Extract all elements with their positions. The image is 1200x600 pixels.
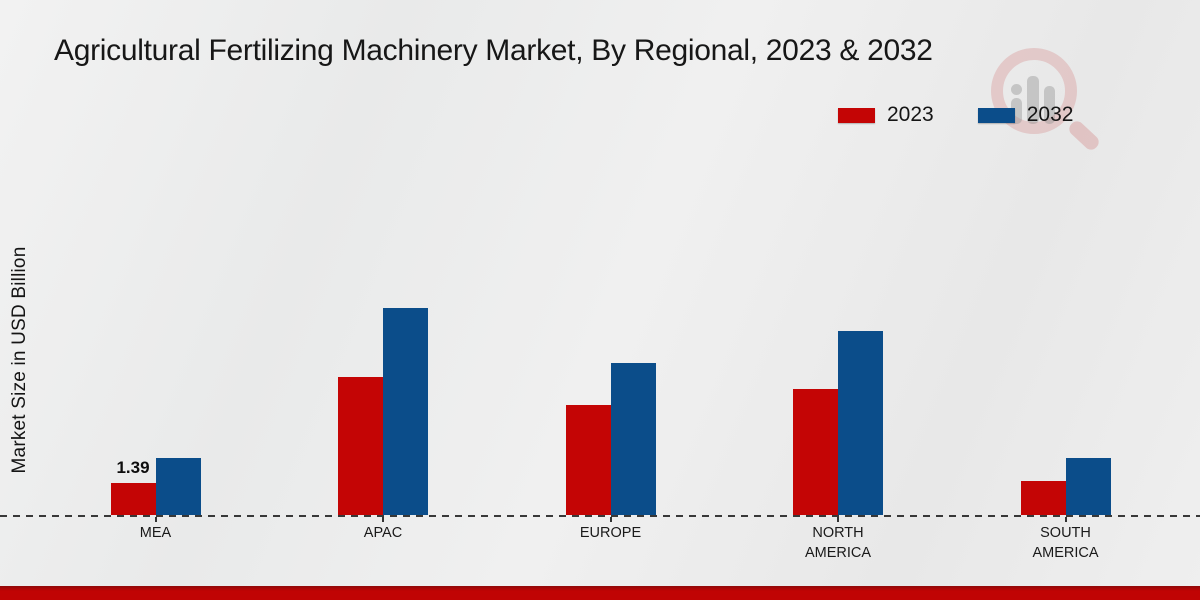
x-axis-label-apac: APAC [363, 525, 403, 541]
bar-2023-north-america [793, 388, 838, 515]
bar-2032-mea [155, 457, 201, 515]
bar-2023-europe [565, 404, 611, 515]
y-axis-title: Market Size in USD Billion [9, 246, 30, 474]
legend-item-2023: 2023 [838, 103, 934, 127]
legend-swatch-2032 [977, 107, 1015, 123]
bar-2023-apac [338, 377, 383, 515]
x-axis-baseline [0, 515, 1200, 517]
x-axis-tick [154, 517, 157, 522]
bar-2032-apac [383, 308, 428, 515]
bar-2032-north-america [838, 331, 883, 515]
bar-2032-europe [610, 363, 656, 515]
bar-2023-south-america [1020, 480, 1066, 515]
logo-bar-icon [1027, 76, 1039, 124]
legend-label-2023: 2023 [887, 103, 934, 126]
value-label-mea-2023: 1.39 [116, 458, 150, 478]
logo-bar-icon [1044, 86, 1055, 124]
x-axis-tick [837, 517, 839, 522]
logo-dot-icon [1011, 84, 1022, 95]
logo-bar-icon [1011, 98, 1022, 124]
x-axis-label-south-america: SOUTH AMERICA [1032, 525, 1099, 561]
x-axis-label-north-america: NORTH AMERICA [804, 525, 872, 561]
x-axis-label-europe: EUROPE [579, 525, 642, 541]
legend-item-2032: 2032 [977, 103, 1074, 127]
chart-title: Agricultural Fertilizing Machinery Marke… [54, 34, 933, 67]
legend: 2023 2032 [838, 103, 1073, 127]
x-axis-tick [609, 517, 612, 522]
legend-label-2032: 2032 [1026, 103, 1074, 126]
x-axis-tick [1064, 517, 1067, 522]
x-axis-tick [382, 517, 384, 522]
bar-2023-mea [110, 483, 156, 515]
bar-2032-south-america [1065, 457, 1111, 515]
footer-band [0, 586, 1200, 600]
legend-swatch-2023 [838, 107, 875, 123]
x-axis-label-mea: MEA [139, 525, 172, 541]
